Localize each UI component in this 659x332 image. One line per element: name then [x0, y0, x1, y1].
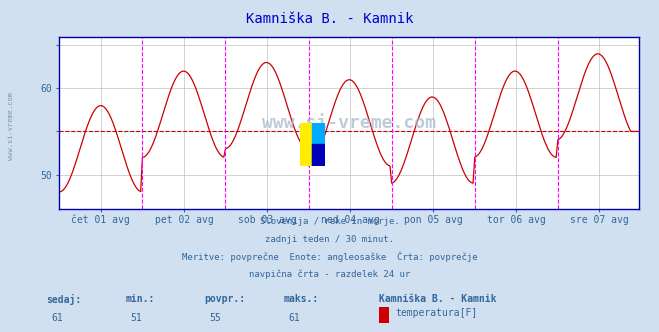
Text: www.si-vreme.com: www.si-vreme.com [8, 92, 14, 160]
Text: maks.:: maks.: [283, 294, 318, 304]
Text: Slovenija / reke in morje.: Slovenija / reke in morje. [260, 217, 399, 226]
Text: 51: 51 [130, 313, 142, 323]
Bar [300, 123, 312, 166]
Text: Kamniška B. - Kamnik: Kamniška B. - Kamnik [246, 12, 413, 26]
Text: povpr.:: povpr.: [204, 294, 245, 304]
Text: www.si-vreme.com: www.si-vreme.com [262, 114, 436, 132]
Text: Kamniška B. - Kamnik: Kamniška B. - Kamnik [379, 294, 496, 304]
Text: zadnji teden / 30 minut.: zadnji teden / 30 minut. [265, 235, 394, 244]
Bar [312, 123, 325, 166]
Text: temperatura[F]: temperatura[F] [395, 308, 478, 318]
Bar [312, 144, 325, 166]
Text: 61: 61 [51, 313, 63, 323]
Text: min.:: min.: [125, 294, 155, 304]
Text: 61: 61 [289, 313, 301, 323]
Text: navpična črta - razdelek 24 ur: navpična črta - razdelek 24 ur [249, 269, 410, 279]
Text: 55: 55 [210, 313, 221, 323]
Text: Meritve: povprečne  Enote: angleosaške  Črta: povprečje: Meritve: povprečne Enote: angleosaške Čr… [182, 252, 477, 263]
Text: sedaj:: sedaj: [46, 294, 81, 305]
